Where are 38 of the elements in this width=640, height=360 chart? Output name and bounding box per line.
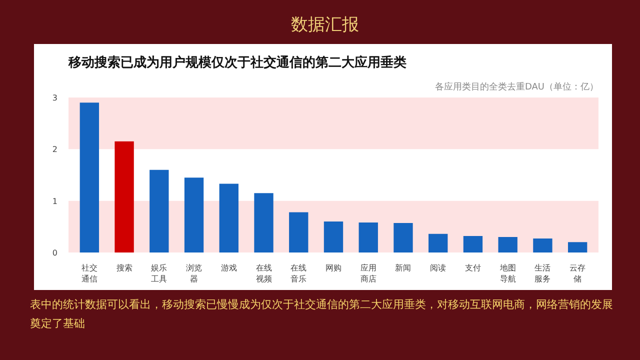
bar xyxy=(568,242,588,252)
chart-title: 移动搜索已成为用户规模仅次于社交通信的第二大应用垂类 xyxy=(68,54,406,70)
x-tick-label: 地图导航 xyxy=(498,264,516,284)
y-tick-label: 3 xyxy=(52,94,58,102)
x-tick-label: 娱乐工具 xyxy=(151,264,168,284)
text: 数据汇报 xyxy=(291,14,359,37)
x-tick-label: 支付 xyxy=(464,264,481,272)
x-tick-label: 阅读 xyxy=(430,264,446,272)
x-tick-label: 网购 xyxy=(326,264,342,272)
bar xyxy=(358,222,378,252)
bar xyxy=(114,141,134,252)
x-tick-label: 云存储 xyxy=(570,264,586,284)
bar xyxy=(150,170,169,252)
bar xyxy=(428,234,448,252)
x-tick-label: 游戏 xyxy=(220,264,237,272)
text: 表中的统计数据可以看出，移动搜索已慢慢成为仅次于社交通信的第二大应用垂类，对移动互联网电商，网络营销的发展奠定了基础 xyxy=(30,297,614,332)
x-tick-label: 生活服务 xyxy=(534,264,551,284)
y-tick-label: 1 xyxy=(52,196,58,206)
chart-subtitle: 各应用类目的全类去重DAU（单位：亿） xyxy=(434,82,599,92)
x-tick-label: 在线视频 xyxy=(256,264,272,284)
bar xyxy=(254,193,274,252)
x-tick-label: 社交通信 xyxy=(81,264,98,284)
bar xyxy=(289,212,308,252)
x-tick-label: 在线音乐 xyxy=(290,264,307,284)
bar xyxy=(80,102,100,252)
bar xyxy=(219,184,238,252)
x-tick-label: 浏览器 xyxy=(186,264,202,284)
bar xyxy=(498,237,518,252)
x-tick-label: 应用商店 xyxy=(360,264,376,284)
y-tick-label: 2 xyxy=(52,145,58,154)
x-tick-label: 搜索 xyxy=(116,264,132,272)
bar xyxy=(533,238,552,252)
x-tick-label: 新闻 xyxy=(395,264,412,272)
bar xyxy=(394,223,413,252)
bar xyxy=(324,222,344,252)
y-tick-label: 0 xyxy=(52,248,58,258)
bar xyxy=(463,236,483,252)
bar xyxy=(184,178,204,252)
